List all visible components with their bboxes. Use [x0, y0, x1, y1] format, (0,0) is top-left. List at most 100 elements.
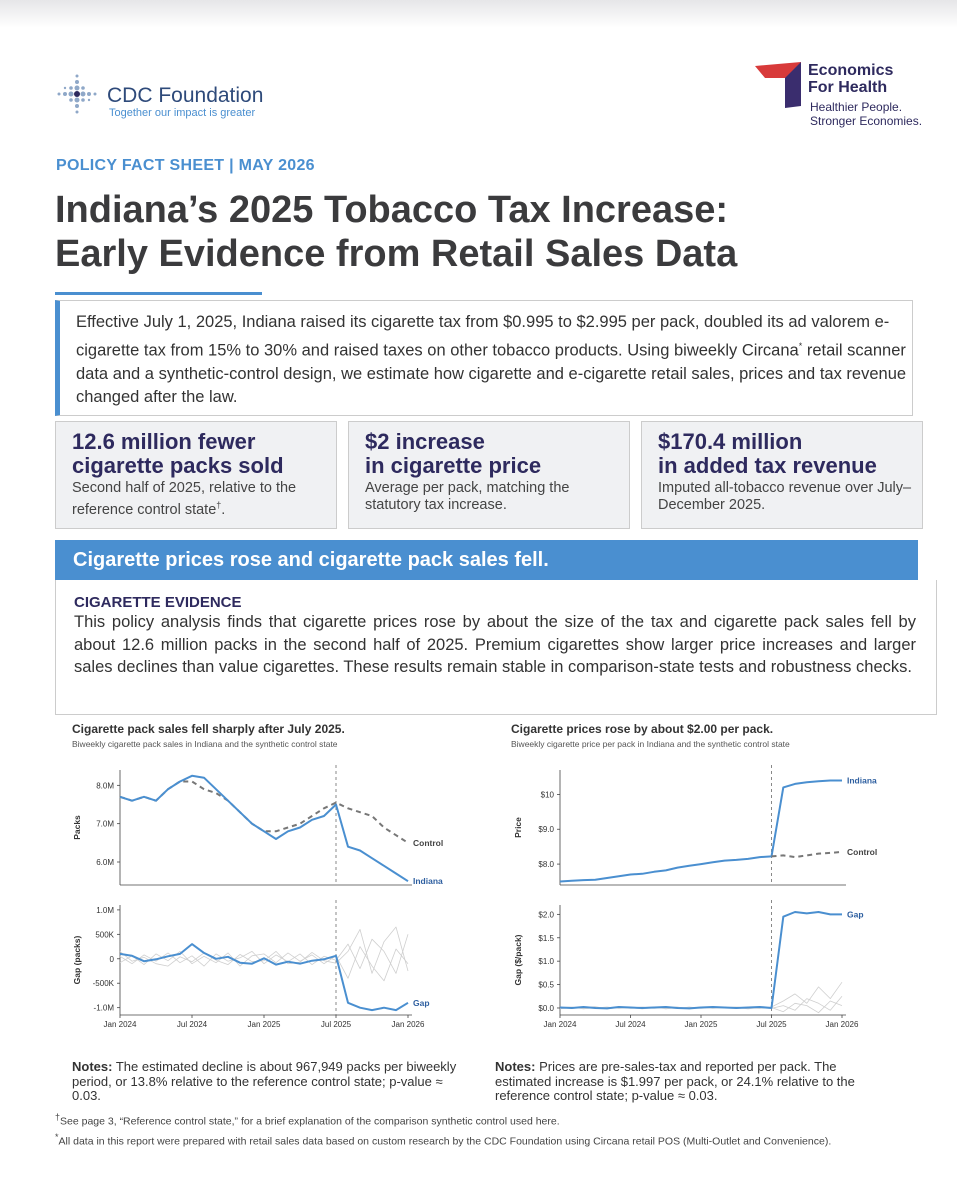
evidence-heading: CIGARETTE EVIDENCE	[74, 594, 242, 611]
stat-headline: in added tax revenue	[658, 453, 877, 478]
evidence-box: CIGARETTE EVIDENCE This policy analysis f…	[55, 580, 937, 715]
org-tagline: Stronger Economies.	[810, 114, 922, 128]
kicker: POLICY FACT SHEET | MAY 2026	[56, 157, 315, 174]
y-tick-label: $2.0	[538, 910, 554, 919]
title-line: Indiana’s 2025 Tobacco Tax Increase:	[55, 189, 729, 231]
y-axis-label: Gap ($/pack)	[513, 934, 523, 985]
title-rule	[55, 292, 262, 295]
y-tick-label: 0	[110, 955, 115, 964]
y-tick-label: 7.0M	[96, 820, 114, 829]
stat-headline: $2 increase	[365, 429, 485, 454]
stat-detail: Imputed all-tobacco revenue over July–De…	[658, 480, 912, 514]
footnote-mark: *	[798, 340, 803, 351]
x-tick-label: Jan 2026	[392, 1020, 425, 1029]
note: Notes: Prices are pre-sales-tax and repo…	[495, 1059, 895, 1104]
top-bar	[0, 0, 957, 28]
stat-detail-text: .	[221, 501, 226, 518]
chart-subtitle: Biweekly cigarette price per pack in Ind…	[511, 739, 790, 749]
y-tick-label: 8.0M	[96, 781, 114, 790]
note-text: The estimated decline is about 967,949 p…	[72, 1059, 457, 1103]
stat-headline: 12.6 million fewer	[72, 429, 256, 454]
cdc-logo: CDC Foundation Together our impact is gr…	[57, 74, 263, 119]
logo-dots	[57, 74, 97, 114]
y-tick-label: $1.5	[538, 934, 554, 943]
series-line	[119, 774, 409, 883]
stat-headline: in cigarette price	[365, 453, 542, 478]
org-tagline: Together our impact is greater	[109, 107, 255, 119]
series-line	[559, 779, 842, 883]
e4h-logo: Economics For Health Healthier People. S…	[755, 62, 922, 128]
x-tick-label: Jan 2025	[685, 1020, 718, 1029]
org-name: Economics	[808, 62, 893, 79]
y-axis-label: Price	[513, 817, 523, 838]
note: Notes: The estimated decline is about 96…	[72, 1059, 472, 1104]
section-banner: Cigarette prices rose and cigarette pack…	[55, 540, 918, 580]
chart-subtitle: Biweekly cigarette pack sales in Indiana…	[72, 739, 338, 749]
intro: Effective July 1, 2025, Indiana raised i…	[55, 300, 913, 416]
series-label: Indiana	[847, 775, 877, 785]
y-tick-label: $1.0	[538, 957, 554, 966]
y-tick-label: $10	[541, 790, 555, 799]
y-tick-label: 500K	[95, 930, 114, 939]
series-label: Indiana	[413, 876, 443, 886]
y-tick-label: $9.0	[538, 825, 554, 834]
footnote: †See page 3, “Reference control state,” …	[55, 1112, 560, 1128]
stat-box: 12.6 million fewer cigarette packs sold Se…	[55, 421, 337, 529]
intro-text: retail scanner data and a synthetic-cont…	[76, 341, 907, 406]
x-tick-label: Jan 2024	[104, 1020, 137, 1029]
stat-detail-text: Average per pack, matching the statutory…	[365, 480, 570, 513]
footnote-mark: †	[55, 1112, 61, 1122]
y-tick-label: -1.0M	[94, 1004, 115, 1013]
y-tick-label: $0.0	[538, 1004, 554, 1013]
intro-text: Effective July 1, 2025, Indiana raised i…	[76, 313, 890, 359]
series-line	[559, 911, 842, 1010]
page-title: Indiana’s 2025 Tobacco Tax Increase: Earl…	[55, 188, 737, 276]
placebo-line	[119, 946, 409, 982]
charts: Cigarette pack sales fell sharply after …	[72, 722, 877, 1029]
y-tick-label: -500K	[93, 979, 115, 988]
stat-box: $170.4 million in added tax revenue Impute…	[641, 421, 923, 529]
stat-box: $2 increase in cigarette price Average per…	[348, 421, 630, 529]
x-tick-label: Jan 2026	[826, 1020, 859, 1029]
note-text: Prices are pre-sales-tax and reported pe…	[495, 1059, 855, 1103]
stat-headline: $170.4 million	[658, 429, 803, 454]
note-label: Notes:	[72, 1059, 113, 1074]
org-name: CDC Foundation	[107, 84, 263, 107]
stat-detail: Average per pack, matching the statutory…	[365, 480, 619, 514]
org-name: For Health	[808, 79, 887, 96]
x-tick-label: Jul 2025	[321, 1020, 352, 1029]
stat-detail: Second half of 2025, relative to the ref…	[72, 480, 326, 519]
evidence-body: This policy analysis finds that cigarett…	[74, 613, 916, 676]
y-tick-label: 6.0M	[96, 858, 114, 867]
note-label: Notes:	[495, 1059, 536, 1074]
org-tagline: Healthier People.	[810, 100, 902, 114]
y-axis-label: Packs	[72, 815, 82, 840]
x-tick-label: Jul 2025	[756, 1020, 787, 1029]
y-tick-label: $0.5	[538, 981, 554, 990]
x-tick-label: Jan 2025	[248, 1020, 281, 1029]
series-label: Gap	[413, 998, 430, 1008]
footnote: *All data in this report were prepared w…	[55, 1132, 831, 1148]
footnote-mark: *	[55, 1132, 59, 1142]
chart-title: Cigarette prices rose by about $2.00 per…	[511, 722, 773, 736]
placebo-line	[119, 934, 409, 974]
footnote-text: All data in this report were prepared wi…	[58, 1135, 832, 1148]
x-tick-label: Jul 2024	[177, 1020, 208, 1029]
logo-flag	[785, 62, 801, 108]
stat-headline: cigarette packs sold	[72, 453, 284, 478]
y-tick-label: 1.0M	[96, 906, 114, 915]
placebo-line	[119, 926, 409, 974]
x-tick-label: Jul 2024	[615, 1020, 646, 1029]
chart-title: Cigarette pack sales fell sharply after …	[72, 722, 345, 736]
y-axis-label: Gap (packs)	[72, 936, 82, 985]
stat-detail-text: Imputed all-tobacco revenue over July–De…	[658, 480, 912, 513]
x-tick-label: Jan 2024	[544, 1020, 577, 1029]
series-label: Control	[847, 847, 877, 857]
footnote-text: See page 3, “Reference control state,” f…	[60, 1115, 560, 1128]
series-line	[119, 780, 409, 844]
stat-detail-text: Second half of 2025, relative to the ref…	[72, 480, 297, 518]
series-label: Gap	[847, 909, 864, 919]
title-line: Early Evidence from Retail Sales Data	[55, 233, 738, 275]
placebo-line	[559, 981, 843, 1010]
